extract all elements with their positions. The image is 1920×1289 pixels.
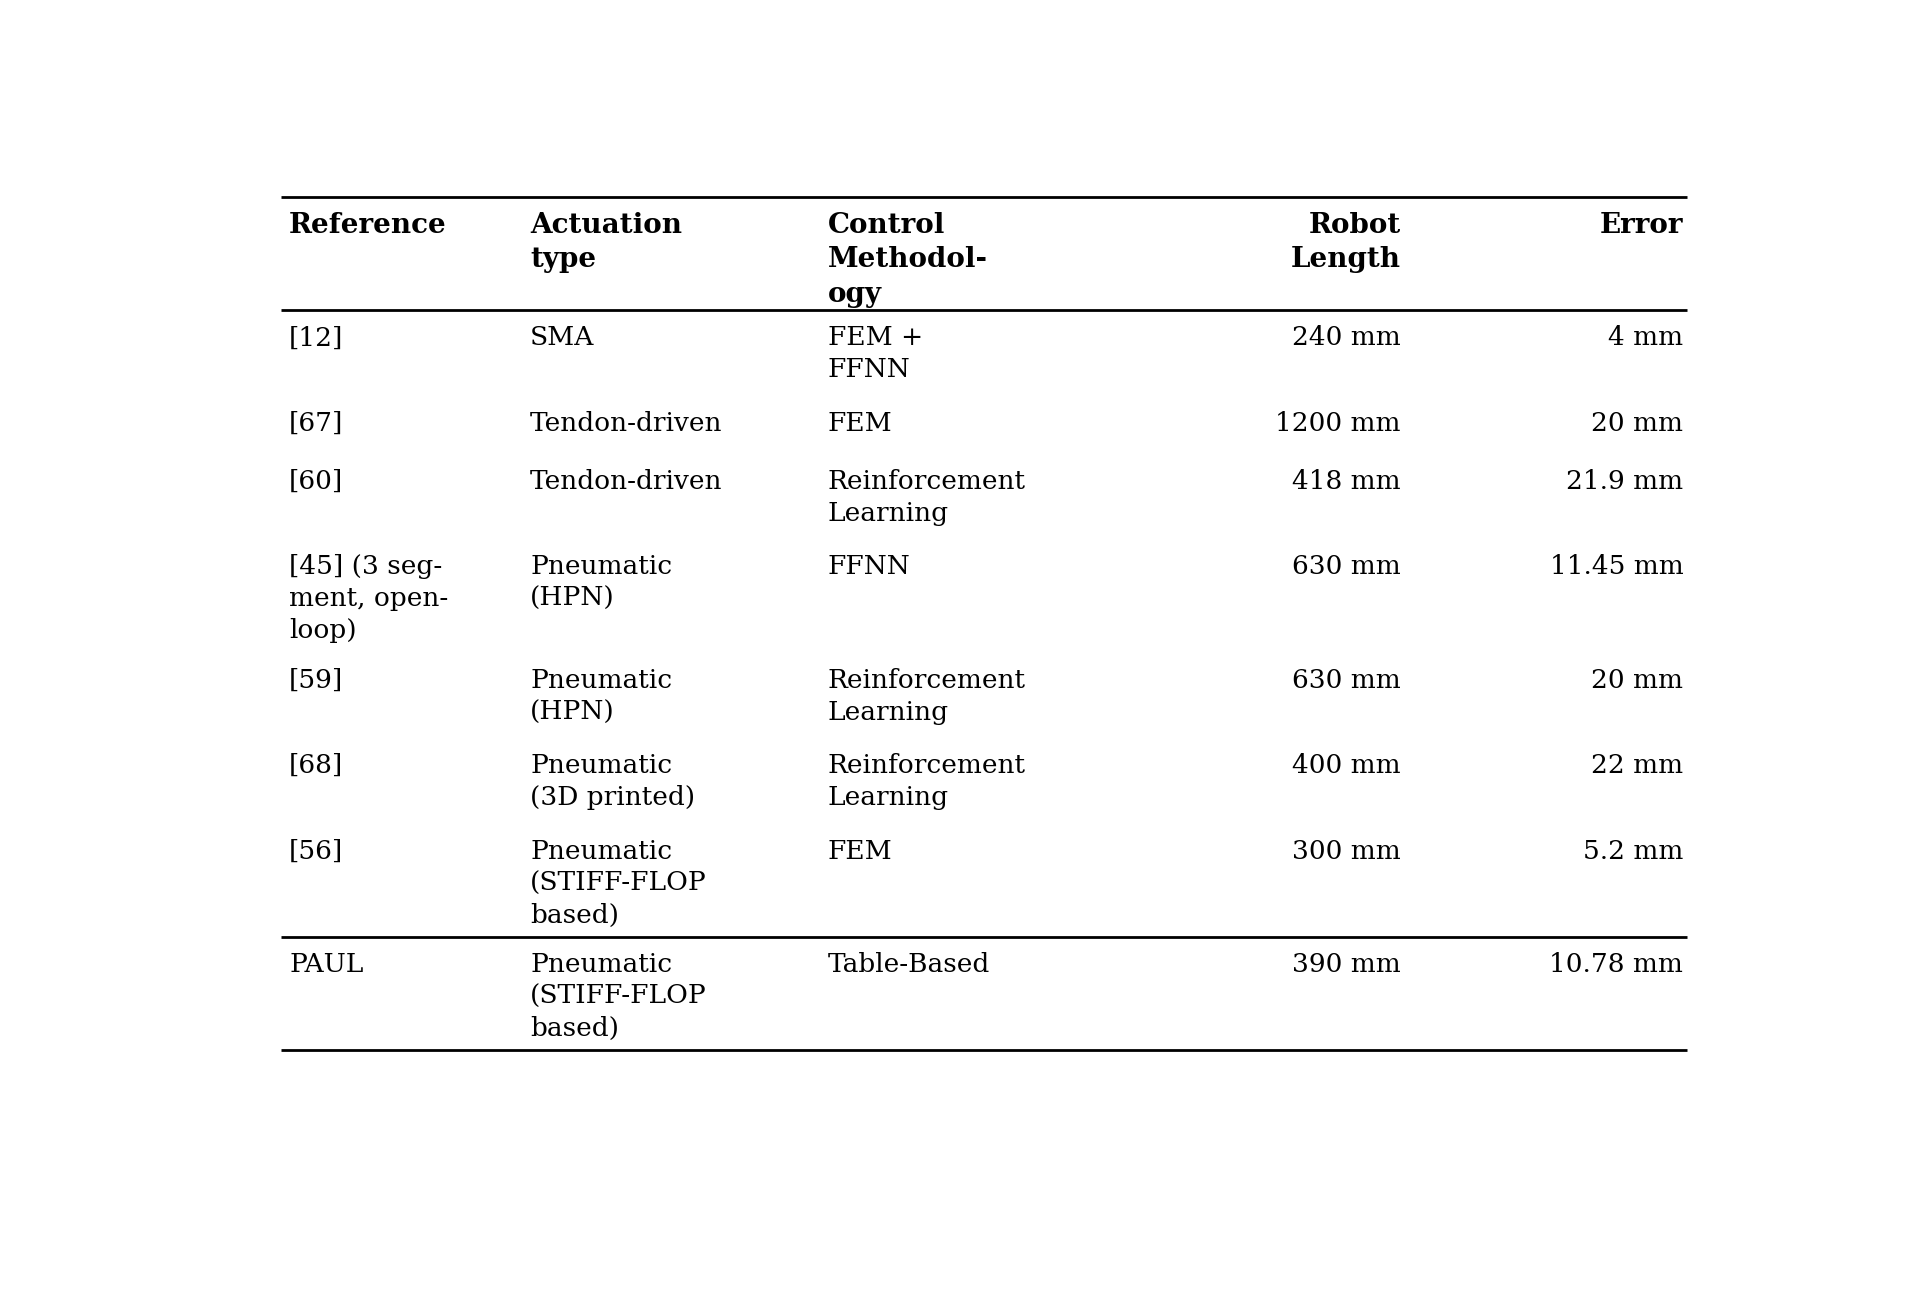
Text: Robot
Length: Robot Length [1290, 211, 1400, 273]
Text: 630 mm: 630 mm [1292, 554, 1400, 579]
Text: 11.45 mm: 11.45 mm [1549, 554, 1684, 579]
Text: Tendon-driven: Tendon-driven [530, 469, 722, 494]
Text: FEM: FEM [828, 411, 893, 436]
Text: 240 mm: 240 mm [1292, 325, 1400, 351]
Text: 300 mm: 300 mm [1292, 839, 1400, 864]
Text: SMA: SMA [530, 325, 595, 351]
Text: 20 mm: 20 mm [1592, 411, 1684, 436]
Text: FEM +
FFNN: FEM + FFNN [828, 325, 924, 383]
Text: Reinforcement
Learning: Reinforcement Learning [828, 753, 1025, 811]
Text: 418 mm: 418 mm [1292, 469, 1400, 494]
Text: [56]: [56] [290, 839, 344, 864]
Text: [59]: [59] [290, 668, 344, 692]
Text: [68]: [68] [290, 753, 344, 779]
Text: Pneumatic
(STIFF-FLOP
based): Pneumatic (STIFF-FLOP based) [530, 839, 707, 928]
Text: [12]: [12] [290, 325, 344, 351]
Text: 22 mm: 22 mm [1592, 753, 1684, 779]
Text: 10.78 mm: 10.78 mm [1549, 953, 1684, 977]
Text: Pneumatic
(HPN): Pneumatic (HPN) [530, 554, 672, 611]
Text: Tendon-driven: Tendon-driven [530, 411, 722, 436]
Text: Actuation
type: Actuation type [530, 211, 682, 273]
Text: PAUL: PAUL [290, 953, 363, 977]
Text: 4 mm: 4 mm [1609, 325, 1684, 351]
Text: [60]: [60] [290, 469, 344, 494]
Text: 400 mm: 400 mm [1292, 753, 1400, 779]
Text: Reinforcement
Learning: Reinforcement Learning [828, 668, 1025, 724]
Text: Reinforcement
Learning: Reinforcement Learning [828, 469, 1025, 526]
Text: [67]: [67] [290, 411, 344, 436]
Text: Control
Methodol-
ogy: Control Methodol- ogy [828, 211, 987, 308]
Text: 20 mm: 20 mm [1592, 668, 1684, 692]
Text: Pneumatic
(3D printed): Pneumatic (3D printed) [530, 753, 695, 811]
Text: Table-Based: Table-Based [828, 953, 991, 977]
Text: 1200 mm: 1200 mm [1275, 411, 1400, 436]
Text: 21.9 mm: 21.9 mm [1567, 469, 1684, 494]
Text: Reference: Reference [290, 211, 447, 238]
Text: Pneumatic
(STIFF-FLOP
based): Pneumatic (STIFF-FLOP based) [530, 953, 707, 1042]
Text: 5.2 mm: 5.2 mm [1582, 839, 1684, 864]
Text: 390 mm: 390 mm [1292, 953, 1400, 977]
Text: Error: Error [1599, 211, 1684, 238]
Text: FFNN: FFNN [828, 554, 910, 579]
Text: 630 mm: 630 mm [1292, 668, 1400, 692]
Text: [45] (3 seg-
ment, open-
loop): [45] (3 seg- ment, open- loop) [290, 554, 449, 643]
Text: Pneumatic
(HPN): Pneumatic (HPN) [530, 668, 672, 724]
Text: FEM: FEM [828, 839, 893, 864]
